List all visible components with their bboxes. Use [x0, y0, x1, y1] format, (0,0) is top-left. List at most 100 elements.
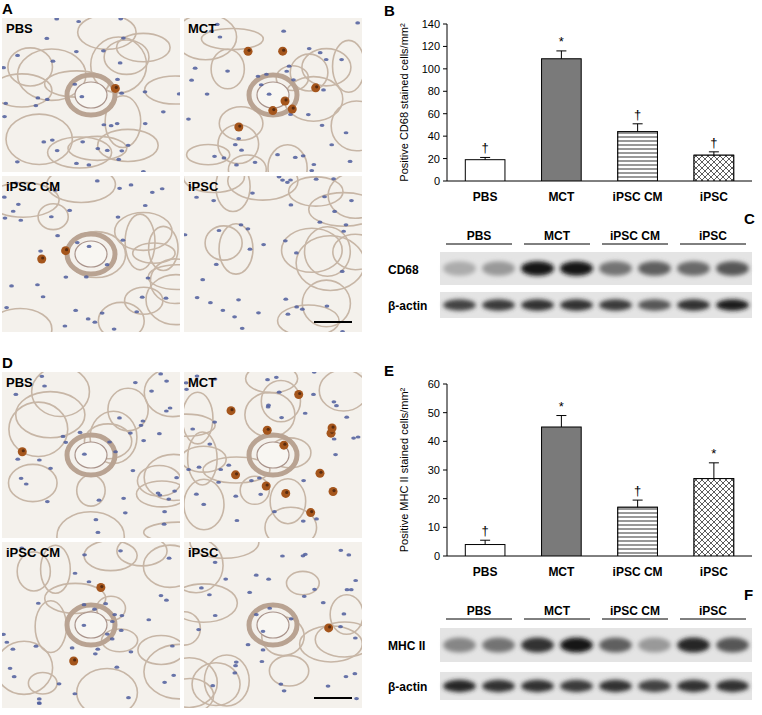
- panel-label: A: [2, 0, 13, 17]
- tissue-wall: [125, 287, 163, 314]
- vessel-lumen: [75, 241, 107, 267]
- stained-cell: [244, 47, 253, 56]
- blot-band: [443, 680, 476, 692]
- blot-band: [716, 261, 749, 276]
- nucleus: [339, 58, 344, 61]
- nucleus: [105, 149, 110, 152]
- nucleus: [164, 409, 169, 412]
- tissue-wall: [2, 641, 53, 694]
- nucleus: [205, 92, 210, 95]
- significance-mark: †: [482, 523, 489, 538]
- blot-band: [560, 680, 593, 692]
- tissue-wall: [28, 672, 57, 694]
- image-label: iPSC: [188, 545, 219, 560]
- y-tick-label: 20: [428, 493, 440, 505]
- tissue-wall: [38, 204, 68, 230]
- stained-cell: [329, 487, 338, 496]
- nucleus: [322, 195, 327, 198]
- y-tick-label: 120: [422, 40, 440, 52]
- y-axis: [447, 24, 448, 181]
- nucleus: [114, 666, 119, 669]
- nucleus: [312, 588, 317, 591]
- y-tick-label: 30: [428, 464, 440, 476]
- stained-core: [292, 106, 295, 109]
- nucleus: [120, 239, 125, 242]
- nucleus: [246, 643, 251, 646]
- nucleus: [162, 681, 167, 684]
- nucleus: [57, 682, 62, 685]
- nucleus: [131, 469, 136, 472]
- blot-band: [677, 299, 710, 310]
- panel-label: C: [744, 210, 755, 227]
- nucleus: [116, 158, 121, 161]
- image-bg: [2, 372, 180, 538]
- nucleus: [39, 375, 44, 378]
- nucleus: [186, 468, 191, 471]
- figure: APBSMCTiPSC CMiPSCDPBSMCTiPSC CMiPSCBPos…: [0, 0, 762, 715]
- blot-band: [716, 680, 749, 692]
- nucleus: [239, 223, 244, 226]
- nucleus: [256, 75, 261, 78]
- blot-band: [638, 261, 671, 276]
- nucleus: [282, 689, 287, 692]
- blot-band: [443, 299, 476, 310]
- blot-band: [638, 638, 671, 653]
- nucleus: [346, 553, 351, 556]
- nucleus: [232, 315, 237, 318]
- blot-band: [482, 680, 515, 692]
- nucleus: [171, 674, 176, 677]
- tissue-wall: [35, 601, 66, 653]
- vessel-wall: [67, 75, 115, 115]
- stained-cell: [306, 508, 315, 517]
- lane-underline: [524, 244, 590, 245]
- nucleus: [140, 419, 145, 422]
- nucleus: [33, 104, 38, 107]
- x-tick-label: MCT: [548, 565, 575, 579]
- nucleus: [194, 196, 199, 199]
- nucleus: [133, 381, 138, 384]
- nucleus: [128, 431, 133, 434]
- tissue-wall: [184, 678, 214, 708]
- blot-bg: [440, 628, 752, 662]
- nucleus: [211, 199, 216, 202]
- nucleus: [12, 675, 17, 678]
- stained-cell: [328, 424, 337, 433]
- tissue-wall: [2, 74, 52, 107]
- nucleus: [87, 245, 92, 248]
- nucleus: [86, 317, 91, 320]
- error-cap: [480, 157, 490, 158]
- nucleus: [164, 599, 169, 602]
- image-label: PBS: [6, 21, 33, 36]
- nucleus: [166, 498, 171, 501]
- blot-band: [677, 680, 710, 692]
- stained-core: [247, 49, 250, 52]
- nucleus: [79, 95, 84, 98]
- vessel-wall: [249, 605, 297, 645]
- nucleus: [61, 435, 66, 438]
- nucleus: [225, 70, 230, 73]
- nucleus: [312, 372, 317, 374]
- nucleus: [303, 553, 308, 556]
- nucleus: [105, 632, 110, 635]
- nucleus: [332, 437, 337, 440]
- stained-core: [331, 425, 334, 428]
- stained-cell: [18, 447, 27, 456]
- axis-title: Positive MHC II stained cells/mm²: [398, 387, 410, 552]
- nucleus: [73, 309, 78, 312]
- stained-cell: [288, 105, 297, 114]
- tissue-wall: [144, 454, 180, 500]
- nucleus: [348, 160, 353, 163]
- stained-core: [115, 86, 118, 89]
- nucleus: [301, 154, 306, 157]
- nucleus: [329, 143, 334, 146]
- nucleus: [160, 187, 165, 190]
- nucleus: [51, 60, 56, 63]
- tissue-wall: [8, 48, 53, 86]
- stained-core: [315, 85, 318, 88]
- nucleus: [294, 251, 299, 254]
- nucleus: [41, 295, 46, 298]
- tissue-wall: [184, 584, 237, 622]
- blot-band: [521, 680, 554, 692]
- nucleus: [341, 230, 346, 233]
- stained-cell: [61, 246, 70, 255]
